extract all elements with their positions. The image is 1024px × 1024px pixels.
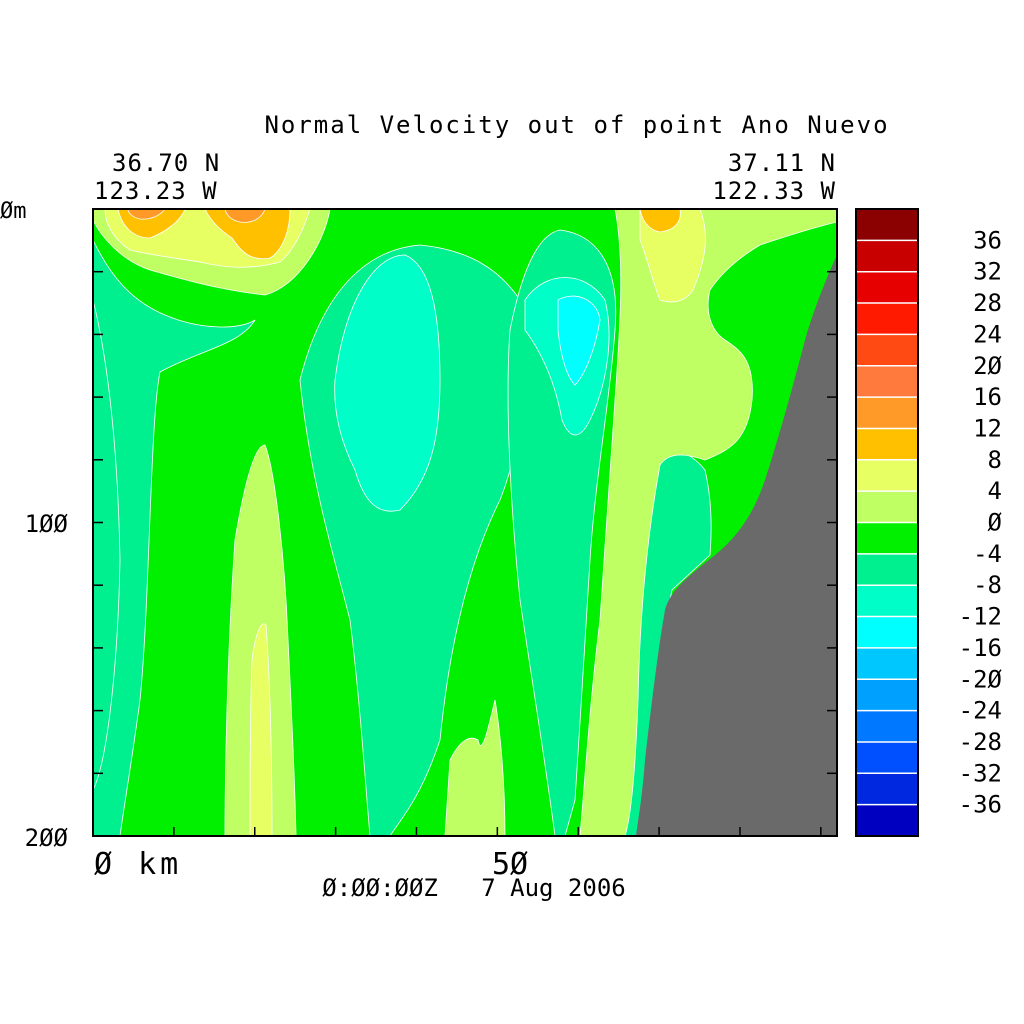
colorbar-level-label: 36 (973, 226, 1002, 254)
colorbar-swatch (856, 491, 918, 523)
colorbar-level-label: 4 (988, 477, 1002, 505)
tick-marks (93, 270, 837, 836)
chart-title: Normal Velocity out of point Ano Nuevo (264, 111, 889, 139)
colorbar-swatch (856, 741, 918, 774)
colorbar-level-label: 12 (973, 414, 1002, 442)
colorbar-swatch (856, 553, 918, 586)
colorbar-level-label: -2Ø (959, 665, 1003, 693)
colorbar-level-label: -8 (973, 571, 1002, 599)
x-tick-label-50: 5Ø (492, 847, 528, 882)
colorbar-swatch (856, 804, 918, 837)
region-pos12-c (639, 209, 681, 233)
x-zero-label: Ø km (94, 847, 182, 882)
colorbar-level-label: -16 (959, 634, 1002, 662)
colorbar-swatch (856, 303, 918, 335)
end-lon-label: 122.33 W (712, 177, 836, 205)
colorbar-swatch (856, 209, 918, 241)
region-pos8-column (249, 623, 273, 836)
y-top-label: Øm (0, 199, 27, 224)
colorbar-level-label: -4 (973, 540, 1002, 568)
timestamp-label: Ø:ØØ:ØØZ 7 Aug 2006 (322, 874, 625, 902)
colorbar-swatch (856, 459, 918, 492)
plot-area (93, 209, 837, 836)
colorbar-level-label: -12 (959, 603, 1002, 631)
colorbar-frame (855, 208, 919, 837)
colorbar-swatch (856, 271, 918, 304)
land-mask (636, 255, 837, 836)
colorbar-level-label: -36 (959, 791, 1002, 819)
colorbar-level-label: 32 (973, 258, 1002, 286)
region-pos4-bottom (444, 699, 506, 836)
colorbar-swatch (856, 773, 918, 806)
y-tick-label-100: 1ØØ (25, 510, 69, 538)
region-neg12-mid (557, 295, 601, 386)
colorbar-level-label: -32 (959, 759, 1002, 787)
colorbar-level-label: 2Ø (973, 352, 1002, 380)
colorbar-swatch (856, 585, 918, 618)
colorbar-level-label: 8 (988, 446, 1002, 474)
region-pos16-a (127, 209, 166, 220)
colorbar-swatch (856, 240, 918, 273)
colorbar-swatch (856, 428, 918, 461)
colorbar-swatch (856, 679, 918, 712)
start-lon-label: 123.23 W (94, 177, 218, 205)
region-pos8-topright (639, 209, 706, 303)
end-lat-label: 37.11 N (728, 149, 836, 177)
colorbar-level-label: 24 (973, 320, 1002, 348)
start-lat-label: 36.70 N (112, 149, 220, 177)
colorbar-level-label: -24 (959, 697, 1002, 725)
colorbar-swatch (856, 710, 918, 743)
region-neg4-left (93, 239, 256, 836)
colorbar-swatch (856, 334, 918, 367)
colorbar: 36 32 28 24 2Ø 16 12 8 4 Ø -4 -8 -12 -16 -2Ø -24 -28 -32 -… (855, 208, 1003, 837)
y-tick-label-200: 2ØØ (25, 824, 69, 852)
colorbar-level-label: 28 (973, 289, 1002, 317)
colorbar-swatch (856, 647, 918, 680)
region-pos4-topright (579, 209, 837, 836)
colorbar-swatch (856, 365, 918, 398)
colorbar-level-label: Ø (988, 509, 1003, 537)
colorbar-swatch (856, 522, 918, 555)
region-neg8-center (334, 254, 441, 512)
colorbar-level-label: -28 (959, 728, 1002, 756)
colorbar-swatch (856, 616, 918, 649)
colorbar-level-label: 16 (973, 383, 1002, 411)
region-neg4-leftedge (93, 299, 121, 791)
region-pos12-b (204, 209, 291, 260)
region-pos16-b (224, 209, 266, 223)
colorbar-swatch (856, 397, 918, 429)
